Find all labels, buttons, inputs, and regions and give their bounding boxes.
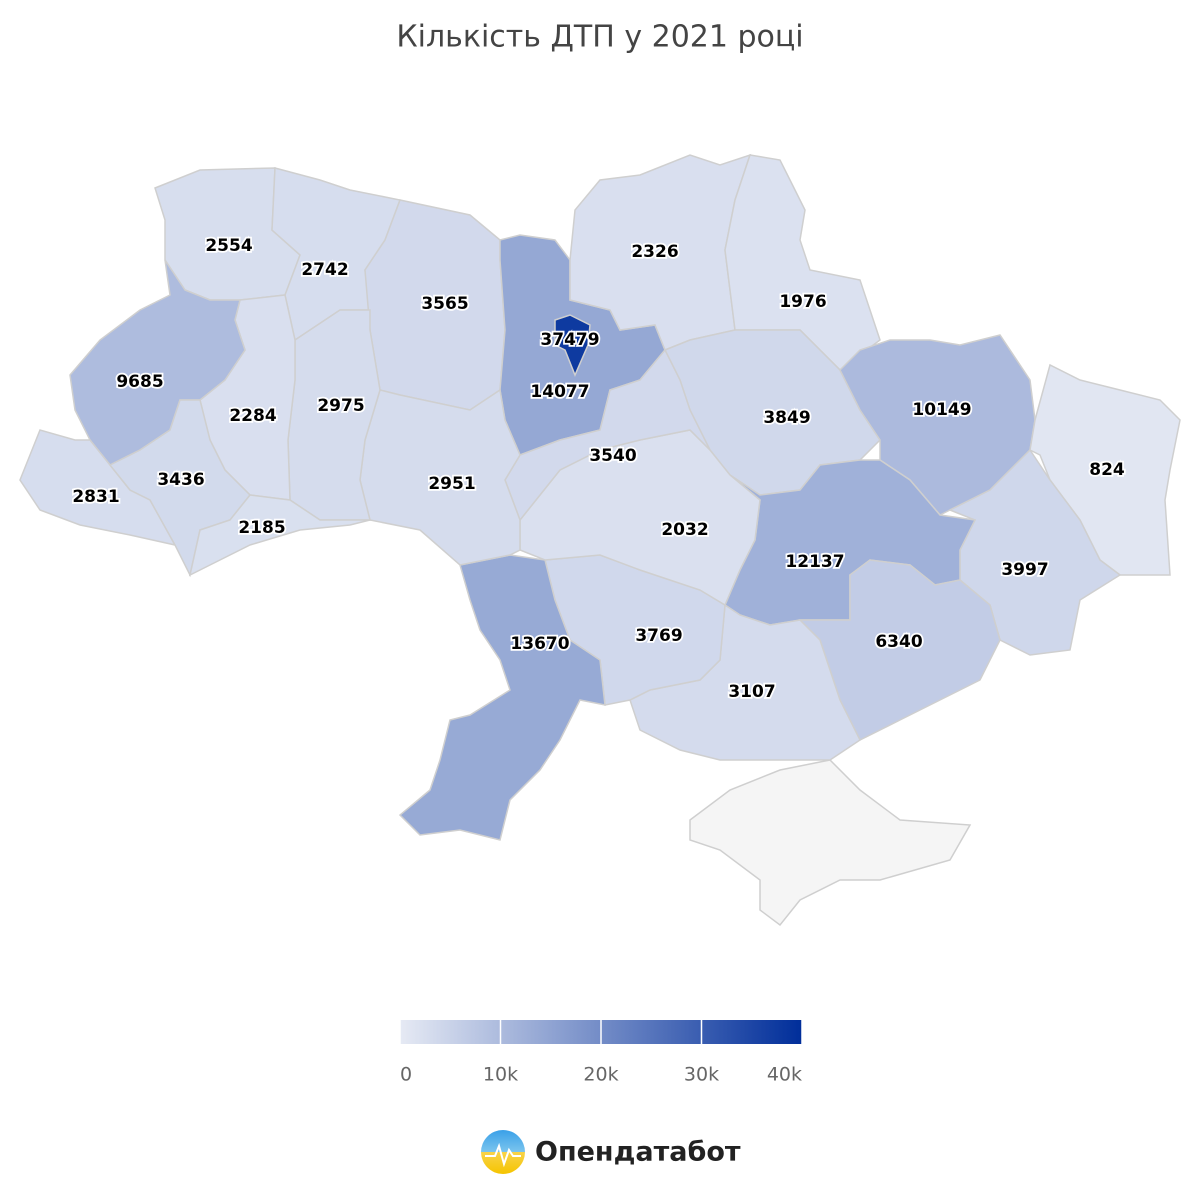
region-value-label: 37479 [540, 330, 599, 350]
colorbar-tick-label: 30k [684, 1064, 719, 1086]
colorbar-tick-label: 40k [767, 1064, 802, 1086]
region-value-label: 13670 [510, 634, 569, 654]
region-value-label: 2951 [428, 474, 475, 494]
region [188, 494, 371, 577]
region-value-label: 2742 [301, 260, 348, 280]
logo-pulse [485, 1142, 521, 1168]
region-value-label: 3565 [421, 294, 468, 314]
region-no-data [689, 759, 972, 927]
region-value-label: 2326 [631, 242, 678, 262]
region-value-label: 2185 [238, 518, 285, 538]
region-value-label: 3436 [157, 470, 204, 490]
region-value-label: 2032 [661, 520, 708, 540]
region-value-label: 9685 [116, 372, 163, 392]
region [1029, 363, 1181, 576]
chart-title: Кількість ДТП у 2021 році [396, 20, 803, 55]
region-value-label: 3997 [1001, 560, 1048, 580]
region-value-label: 2831 [72, 487, 119, 507]
colorbar-tick-label: 20k [583, 1064, 618, 1086]
region-value-label: 2554 [205, 236, 252, 256]
region-value-label: 6340 [875, 632, 922, 652]
colorbar-tick-label: 0 [400, 1064, 412, 1086]
region-value-label: 10149 [912, 400, 971, 420]
region-value-label: 12137 [785, 552, 844, 572]
region [724, 154, 881, 371]
logo-icon [481, 1130, 525, 1174]
region-value-label: 1976 [779, 292, 826, 312]
region [948, 448, 1122, 656]
region-value-label: 824 [1089, 460, 1125, 480]
region-value-label: 3769 [635, 626, 682, 646]
colorbar-tick-label: 10k [483, 1064, 518, 1086]
brand: Опендатабот [535, 1137, 741, 1168]
region-value-label: 14077 [530, 382, 589, 402]
region-value-label: 2975 [317, 396, 364, 416]
region-value-label: 3540 [589, 446, 636, 466]
region [398, 554, 606, 841]
region-value-label: 3107 [728, 682, 775, 702]
region-value-label: 3849 [763, 408, 810, 428]
region-value-label: 2284 [229, 406, 276, 426]
region [554, 314, 591, 377]
